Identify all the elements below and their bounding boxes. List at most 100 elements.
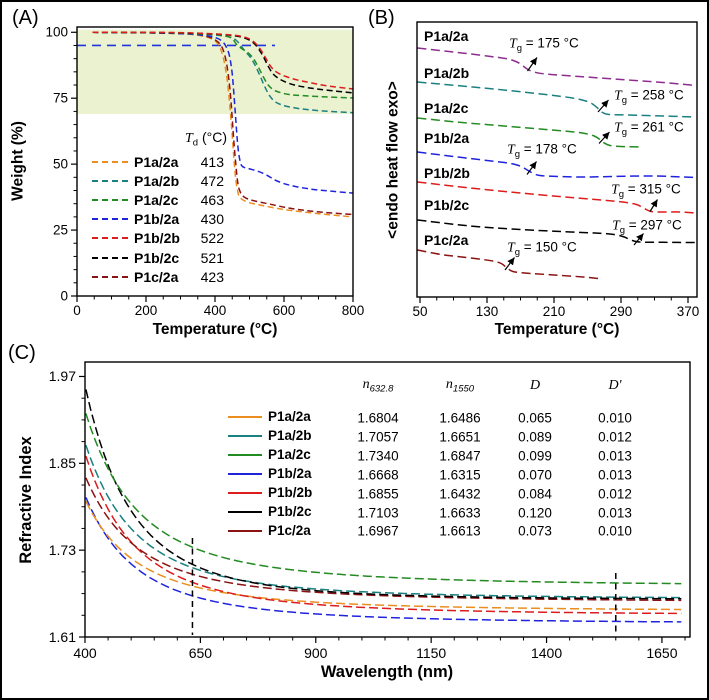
panel-b-tg-annotation: Tg = 258 °C: [614, 88, 684, 105]
tg-value: = 175 °C: [522, 35, 579, 51]
panel-c-x-tick-label: 1400: [530, 645, 563, 661]
panel-b-annotation-arrow: [526, 161, 537, 175]
panel-b-tg-annotation: Tg = 150 °C: [507, 240, 577, 257]
panel-c-curve-P1b/2a: [85, 497, 682, 623]
panel-a-y-tick-label: 100: [45, 24, 68, 40]
panel-c-table-cell: 0.012: [598, 485, 632, 501]
panel-a-y-tick-label: 75: [52, 90, 68, 106]
panel-b-curve-label: P1a/2a: [424, 28, 469, 44]
panel-b-x-tick-label: 290: [609, 304, 633, 319]
panel-c-legend-label: P1a/2c: [268, 447, 311, 462]
panel-c-table-cell: 1.6804: [357, 410, 399, 426]
table-header-symbol: D: [529, 378, 541, 393]
panel-a-legend-td-value: 413: [200, 154, 224, 170]
panel-a-curve-P1a/2b: [92, 31, 354, 114]
panel-b-tg-annotation: Tg = 315 °C: [611, 182, 681, 199]
panel-b-letter: (B): [368, 7, 395, 29]
table-header-subscript: 632.8: [369, 383, 394, 395]
panel-a-legend-swatch: [92, 161, 128, 163]
panel-b-curve-P1c/2a: [417, 249, 599, 280]
panel-c-table-cell: 0.010: [598, 523, 632, 539]
panel-b-curve-label: P1c/2a: [424, 232, 469, 248]
td-subscript: d: [192, 137, 199, 149]
panel-a-legend-label: P1b/2c: [134, 249, 180, 266]
panel-c-table-cell: 0.089: [518, 429, 552, 445]
panel-a-legend-row: P1b/2c 521: [92, 251, 224, 265]
panel-a-x-tick-label: 200: [134, 303, 158, 318]
panel-c-legend-swatch: [228, 529, 262, 532]
panel-c-x-tick-label: 650: [188, 645, 213, 661]
panel-c-x-tick-label: 900: [304, 645, 328, 661]
panel-b-curve-P1a/2b: [417, 81, 695, 118]
panel-a-legend-label: P1b/2a: [134, 211, 180, 228]
panel-c-curve-P1b/2c: [85, 389, 682, 600]
panel-a-legend-swatch: [92, 199, 128, 202]
panel-a-legend-header: Td (°C): [185, 130, 227, 148]
panel-a-legend-label: P1a/2b: [134, 173, 180, 190]
panel-c-legend-label: P1b/2b: [268, 485, 313, 500]
panel-c-legend-row: P1a/2b: [228, 429, 312, 443]
panel-c-y-tick-label: 1.61: [48, 629, 76, 645]
panel-c-legend-row: P1b/2b: [228, 486, 312, 500]
panel-a-legend-row: P1b/2b 522: [92, 231, 224, 245]
panel-a-xaxis-title: Temperature (°C): [152, 321, 278, 338]
tg-subscript: g: [621, 95, 627, 107]
panel-c-table-header: n1550: [446, 376, 474, 394]
panel-b-tg-annotation: Tg = 175 °C: [509, 36, 579, 53]
panel-c-x-tick-label: 400: [73, 645, 97, 661]
panel-a-legend-label: P1c/2a: [134, 268, 179, 285]
panel-b-curve-P1b/2c: [417, 219, 697, 244]
panel-a-legend-td-value: 521: [200, 249, 224, 266]
panel-c-table-cell: 0.013: [598, 504, 632, 520]
panel-a-legend-swatch: [92, 180, 128, 183]
panel-c-table-cell: 1.6651: [439, 429, 481, 445]
panel-c-table-cell: 1.6633: [439, 504, 481, 520]
panel-c-y-tick-label: 1.73: [48, 542, 76, 559]
panel-c-table-cell: 0.073: [518, 523, 552, 539]
tg-value: = 150 °C: [520, 239, 577, 255]
panel-c-table-cell: 1.6847: [439, 448, 481, 464]
panel-a-x-tick-label: 600: [272, 303, 296, 318]
panel-c-table-cell: 1.6486: [439, 410, 481, 426]
tg-symbol: T: [507, 141, 515, 157]
table-header-symbol: D': [608, 378, 622, 393]
panel-a-letter: (A): [12, 7, 39, 29]
panel-b-x-tick-label: 210: [542, 304, 566, 319]
table-header-symbol: n: [362, 376, 370, 392]
panel-a-y-tick-label: 0: [60, 288, 68, 304]
panel-a-legend-td-value: 522: [200, 230, 224, 247]
panel-c-curve-P1c/2a: [85, 477, 682, 602]
panel-c-table-cell: 1.6315: [439, 466, 481, 482]
panel-a-curve-P1b/2b: [92, 31, 354, 90]
panel-b-yaxis-title: <endo heat flow exo>: [384, 81, 402, 239]
panel-c-xaxis-title: Wavelength (nm): [320, 663, 454, 681]
panel-b-curve-P1a/2a: [417, 47, 697, 87]
panel-c-table-cell: 0.070: [518, 466, 552, 482]
tg-value: = 178 °C: [520, 141, 577, 157]
panel-c-table-cell: 0.013: [598, 466, 632, 482]
tg-subscript: g: [516, 43, 522, 55]
tg-subscript: g: [514, 149, 520, 161]
panel-b-annotation-arrow: [527, 57, 538, 72]
panel-c-table-cell: 0.010: [598, 410, 632, 426]
panel-a-legend-label: P1b/2b: [134, 230, 180, 247]
panel-a-legend-td-value: 430: [200, 211, 224, 228]
panel-c-legend-row: P1b/2a: [228, 467, 312, 481]
panel-c-legend-row: P1b/2c: [228, 505, 312, 519]
panel-c-table-cell: 1.6432: [439, 485, 481, 501]
tg-value: = 315 °C: [624, 181, 681, 197]
panel-c-x-tick-label: 1150: [416, 645, 447, 661]
panel-c-table-cell: 1.6668: [357, 466, 399, 482]
panel-a-legend-td-value: 423: [200, 268, 224, 285]
tg-symbol: T: [611, 181, 619, 197]
table-header-subscript: 1550: [452, 383, 475, 395]
panel-a-legend-row: P1a/2c 463: [92, 193, 224, 207]
panel-a-legend-row: P1b/2a 430: [92, 212, 224, 226]
panel-c-table-cell: 0.012: [598, 429, 632, 445]
panel-b-annotation-arrow: [597, 99, 609, 113]
panel-c-curve-P1a/2b: [85, 444, 682, 599]
panel-b-xaxis-title: Temperature (°C): [494, 321, 620, 338]
panel-c-y-tick-label: 1.85: [48, 455, 76, 472]
